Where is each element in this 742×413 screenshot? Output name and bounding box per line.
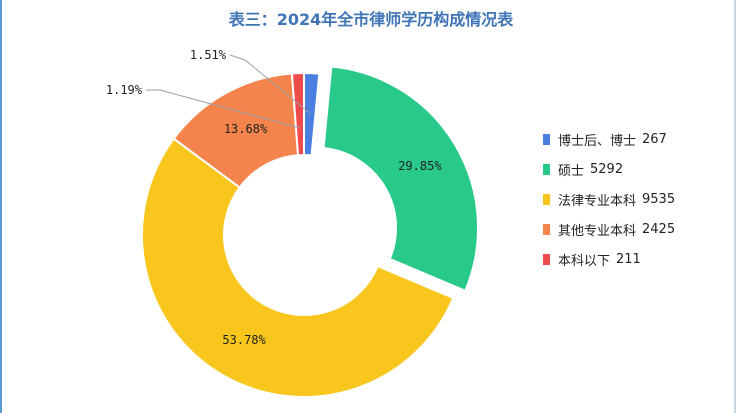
label-phd: 1.51% xyxy=(190,48,227,62)
legend-item-below-bachelor: 本科以下 211 xyxy=(543,250,675,269)
label-law-bachelor: 53.78% xyxy=(222,333,266,347)
legend-value: 9535 xyxy=(642,192,676,207)
legend-label: 法律专业本科 xyxy=(558,194,637,209)
label-other-bachelor: 13.68% xyxy=(224,122,268,136)
slice-phd xyxy=(303,71,321,157)
legend-swatch xyxy=(543,164,550,175)
legend-label: 其他专业本科 xyxy=(558,224,637,239)
legend: 博士后、博士 267 硕士 5292 法律专业本科 9535 其他专业本科 24… xyxy=(543,130,675,280)
legend-item-other-bachelor: 其他专业本科 2425 xyxy=(543,220,675,239)
chart-title: 表三：2024年全市律师学历构成情况表 xyxy=(228,10,514,29)
label-below-bachelor: 1.19% xyxy=(106,83,143,97)
legend-item-law-bachelor: 法律专业本科 9535 xyxy=(543,190,675,209)
label-master: 29.85% xyxy=(398,159,442,173)
legend-swatch xyxy=(543,224,550,235)
legend-label: 本科以下 xyxy=(558,254,611,269)
leader-line-phd xyxy=(229,54,311,114)
legend-item-phd: 博士后、博士 267 xyxy=(543,130,675,149)
legend-swatch xyxy=(543,194,550,205)
legend-swatch xyxy=(543,134,550,145)
slice-law-bachelor xyxy=(141,137,455,398)
legend-swatch xyxy=(543,254,550,265)
legend-value: 2425 xyxy=(642,222,676,237)
slice-below-bachelor xyxy=(290,71,305,157)
legend-value: 5292 xyxy=(590,162,624,177)
leader-line-below-bachelor xyxy=(146,89,301,129)
legend-item-master: 硕士 5292 xyxy=(543,160,675,179)
legend-value: 211 xyxy=(616,252,641,267)
legend-value: 267 xyxy=(642,132,667,147)
legend-label: 博士后、博士 xyxy=(558,134,637,149)
legend-label: 硕士 xyxy=(558,164,585,179)
slice-master xyxy=(322,65,480,293)
